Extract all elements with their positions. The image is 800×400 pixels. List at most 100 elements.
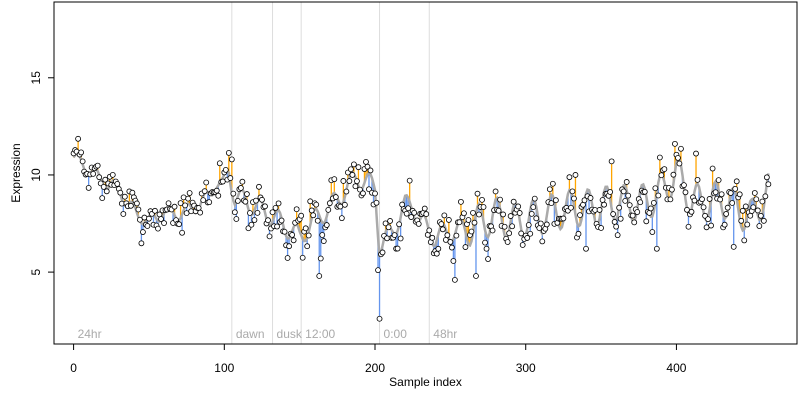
data-point: [340, 178, 347, 184]
data-point: [200, 197, 207, 204]
data-point: [394, 245, 401, 252]
data-point: [94, 162, 101, 169]
data-point: [161, 220, 167, 226]
data-point: [620, 188, 627, 195]
data-point: [114, 181, 121, 187]
data-point: [182, 202, 189, 209]
data-point: [643, 218, 650, 225]
data-point: [253, 197, 259, 204]
data-point: [120, 211, 127, 217]
data-point: [367, 167, 374, 174]
data-point: [289, 232, 296, 238]
data-point: [213, 187, 220, 194]
data-point: [732, 185, 739, 192]
data-point: [186, 190, 193, 196]
data-point: [569, 188, 576, 195]
data-point: [729, 200, 736, 206]
data-point: [331, 176, 338, 183]
data-point: [510, 198, 517, 205]
data-point: [717, 196, 724, 203]
data-point: [332, 194, 339, 200]
data-point: [458, 198, 464, 205]
data-point: [708, 222, 714, 229]
x-tick-label: 0: [70, 361, 77, 375]
x-axis: 0 100 200 300 400: [70, 343, 687, 375]
data-point: [244, 191, 250, 197]
data-point: [669, 186, 675, 193]
data-point: [447, 239, 454, 245]
data-point: [423, 211, 430, 217]
data-point: [616, 204, 623, 211]
data-point: [313, 201, 320, 208]
data-point: [533, 215, 540, 222]
data-point: [501, 223, 508, 230]
data-point: [376, 315, 383, 322]
data-point: [667, 196, 674, 203]
data-point: [308, 207, 315, 214]
data-point: [259, 196, 265, 203]
data-point: [75, 135, 82, 142]
data-point: [411, 209, 418, 216]
time-marker-lines: [231, 2, 430, 344]
data-point: [304, 243, 311, 250]
data-point: [216, 160, 223, 167]
data-point: [382, 220, 389, 227]
data-point: [610, 211, 617, 217]
data-point: [269, 209, 276, 216]
data-point: [474, 190, 481, 197]
data-point: [433, 250, 440, 257]
data-point: [248, 221, 255, 228]
data-point: [435, 245, 442, 252]
data-point: [441, 212, 448, 219]
data-point: [316, 273, 323, 279]
data-point: [421, 205, 428, 212]
data-point: [284, 255, 291, 261]
data-point: [379, 249, 386, 256]
data-point: [185, 195, 192, 202]
data-point: [747, 212, 754, 219]
data-point: [438, 221, 445, 227]
data-point: [655, 192, 662, 199]
data-point: [626, 202, 633, 209]
data-point: [675, 155, 681, 161]
data-point: [319, 232, 326, 238]
data-point: [215, 192, 222, 199]
data-point: [691, 197, 698, 204]
data-point: [500, 211, 507, 218]
data-point: [497, 196, 504, 203]
data-point: [103, 188, 110, 195]
data-point: [405, 205, 412, 212]
data-point: [504, 239, 511, 245]
data-point: [676, 160, 683, 167]
data-point: [158, 216, 164, 222]
data-point: [429, 234, 436, 241]
data-point: [468, 228, 475, 235]
data-point: [230, 190, 237, 197]
data-point: [364, 163, 371, 170]
data-point: [706, 196, 713, 202]
data-point: [519, 242, 526, 248]
data-point: [596, 207, 603, 213]
data-point: [518, 230, 525, 237]
data-point: [206, 199, 213, 206]
data-point: [146, 215, 152, 222]
data-point: [278, 217, 285, 224]
data-point: [489, 227, 496, 234]
data-point: [485, 256, 491, 262]
data-point: [465, 217, 472, 223]
y-tick-label: 5: [29, 268, 43, 275]
data-point: [234, 198, 241, 204]
data-point: [681, 182, 687, 189]
data-point: [744, 221, 751, 228]
data-point: [629, 212, 636, 219]
marker-label: dawn: [236, 327, 265, 341]
data-point: [302, 225, 309, 232]
data-point: [265, 217, 271, 224]
data-point: [231, 209, 238, 216]
data-point: [568, 204, 574, 211]
data-point: [453, 232, 460, 239]
data-point: [637, 199, 644, 206]
data-point: [531, 195, 538, 202]
data-point: [678, 145, 684, 152]
data-point: [426, 227, 433, 234]
